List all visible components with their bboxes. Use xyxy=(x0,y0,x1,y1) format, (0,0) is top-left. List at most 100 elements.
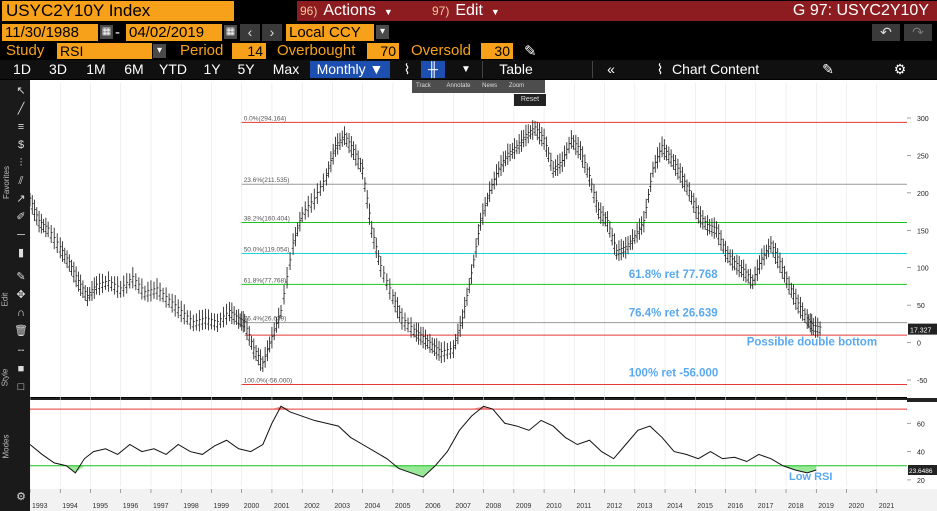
edit-chart-icon[interactable]: ✎ xyxy=(822,61,834,77)
study-label: Study xyxy=(6,42,45,59)
overbought-label: Overbought xyxy=(277,42,356,59)
range-5y[interactable]: 5Y xyxy=(237,61,255,77)
toolbar xyxy=(0,60,937,79)
chevron-down-icon: ▼ xyxy=(383,7,393,17)
calendar-icon[interactable]: ▦ xyxy=(100,25,113,39)
move-icon[interactable]: ✥ xyxy=(16,289,26,301)
price-panel-bg xyxy=(30,80,907,397)
collapse-icon[interactable]: « xyxy=(607,61,615,77)
x-tick-label: 2015 xyxy=(697,503,713,510)
x-tick-label: 1993 xyxy=(32,503,48,510)
end-date-field[interactable]: 04/02/2019 xyxy=(126,24,222,41)
actions-label: Actions xyxy=(323,2,376,19)
rsi-annotation: Low RSI xyxy=(789,471,832,483)
start-date-field[interactable]: 11/30/1988 xyxy=(2,24,98,41)
dollar-icon[interactable]: $ xyxy=(17,139,25,151)
gear-icon[interactable]: ⚙ xyxy=(893,61,907,77)
range-ytd[interactable]: YTD xyxy=(159,61,187,77)
edit-label: Edit xyxy=(455,2,483,19)
pencil-icon[interactable]: ✎ xyxy=(524,43,537,60)
range-max[interactable]: Max xyxy=(272,61,300,77)
currency-select[interactable]: Local CCY xyxy=(286,24,374,41)
arrow-tool-icon[interactable]: ↗ xyxy=(16,193,26,205)
chart-content-button[interactable]: Chart Content xyxy=(672,61,760,77)
zoom-button[interactable]: Zoom xyxy=(508,83,525,89)
box-icon[interactable]: ■ xyxy=(17,363,25,375)
reset-button[interactable]: Reset xyxy=(514,94,546,106)
news-button[interactable]: News xyxy=(482,83,498,89)
y-axis-bg xyxy=(907,80,937,511)
brush-icon[interactable]: ✐ xyxy=(16,211,26,223)
calendar-icon[interactable]: ▦ xyxy=(224,25,237,39)
range-1m[interactable]: 1M xyxy=(86,61,106,77)
ticker-field[interactable]: USYC2Y10Y Index xyxy=(2,1,234,21)
range-3d[interactable]: 3D xyxy=(49,61,67,77)
table-button[interactable]: Table xyxy=(499,61,533,77)
rsi-last-badge xyxy=(908,465,937,475)
marker-icon[interactable]: ▮ xyxy=(17,247,25,259)
range-6m[interactable]: 6M xyxy=(124,61,144,77)
x-tick-label: 2004 xyxy=(365,503,381,510)
hline-icon[interactable]: ─ xyxy=(17,229,25,241)
undo-icon[interactable]: ↶ xyxy=(872,24,900,41)
toolbar-divider xyxy=(482,61,483,78)
x-tick-label: 2002 xyxy=(304,503,320,510)
range-1d[interactable]: 1D xyxy=(13,61,31,77)
edit-menu[interactable]: 97) Edit ▼ xyxy=(432,1,500,21)
range-1y[interactable]: 1Y xyxy=(203,61,221,77)
x-tick-label: 1997 xyxy=(153,503,169,510)
overbought-input[interactable]: 70 xyxy=(367,43,399,59)
x-tick-label: 2017 xyxy=(758,503,774,510)
rsi-panel-bg xyxy=(30,400,907,489)
rsi-line xyxy=(30,405,817,478)
y-tick-label: 250 xyxy=(917,153,929,160)
bar-chart-icon[interactable]: ╫ xyxy=(421,61,445,78)
last-price-label: 17.327 xyxy=(910,328,932,335)
bars-icon[interactable]: ⫶ xyxy=(19,157,23,169)
line-tool-icon[interactable]: ╱ xyxy=(17,103,25,115)
x-tick-label: 1995 xyxy=(92,503,108,510)
box-outline-icon[interactable]: □ xyxy=(17,381,25,393)
fib-level-label: 61.8%(77.768) xyxy=(244,277,287,284)
settings-icon[interactable]: ⚙ xyxy=(16,491,26,503)
chart-canvas[interactable]: 1993 1994 1995 1996 1997 1998 1999 2000 2001 2002… xyxy=(30,80,937,511)
chevron-down-icon[interactable]: ▾ xyxy=(153,44,166,58)
x-tick-label: 2001 xyxy=(274,503,290,510)
track-button[interactable]: Track xyxy=(416,83,431,89)
title-bar: USYC2Y10Y Index 96) Actions ▼ 97) Edit ▼ G 9… xyxy=(0,0,937,22)
fib-tool-icon[interactable]: ≡ xyxy=(17,121,25,133)
oversold-input[interactable]: 30 xyxy=(481,43,513,59)
oversold-label: Oversold xyxy=(411,42,472,59)
x-tick-label: 2005 xyxy=(395,503,411,510)
pen-icon[interactable]: ✎ xyxy=(16,271,26,283)
chart-annotation: Possible double bottom xyxy=(747,337,877,349)
y-tick-label: 0 xyxy=(917,341,921,348)
prev-button[interactable]: ‹ xyxy=(240,24,260,41)
toolbar-divider xyxy=(592,61,593,78)
x-tick-label: 2020 xyxy=(849,503,865,510)
redo-icon[interactable]: ↷ xyxy=(904,24,932,41)
x-tick-label: 2003 xyxy=(334,503,350,510)
rsi-oversold-fill xyxy=(30,465,817,478)
trash-icon[interactable]: 🗑 xyxy=(14,325,28,337)
x-tick-label: 2006 xyxy=(425,503,441,510)
y-tick-label: 300 xyxy=(917,116,929,123)
dash-icon[interactable]: ╌ xyxy=(17,345,25,357)
chevron-down-icon[interactable]: ▼ xyxy=(461,64,471,75)
next-button[interactable]: › xyxy=(262,24,282,41)
annotate-button[interactable]: Annotate xyxy=(446,83,471,89)
fib-level-label: 100.0%(-56.000) xyxy=(244,378,292,385)
y-tick-label: 150 xyxy=(917,228,929,235)
chevron-down-icon[interactable]: ▾ xyxy=(376,25,389,39)
line-chart-icon[interactable]: ⌇ xyxy=(403,61,411,77)
channel-icon[interactable]: ⫽ xyxy=(18,175,24,187)
chart-annotation: 61.8% ret 77.768 xyxy=(629,269,718,281)
period-input[interactable]: 14 xyxy=(232,43,266,59)
pointer-icon[interactable]: ↖ xyxy=(16,85,26,97)
x-tick-label: 1998 xyxy=(183,503,199,510)
frequency-select[interactable]: Monthly ▼ xyxy=(310,61,390,78)
magnet-icon[interactable]: ∩ xyxy=(17,307,25,319)
fib-level-label: 50.0%(119.054) xyxy=(244,246,290,253)
study-select[interactable]: RSI xyxy=(57,43,152,59)
actions-menu[interactable]: 96) Actions ▼ xyxy=(300,1,393,21)
